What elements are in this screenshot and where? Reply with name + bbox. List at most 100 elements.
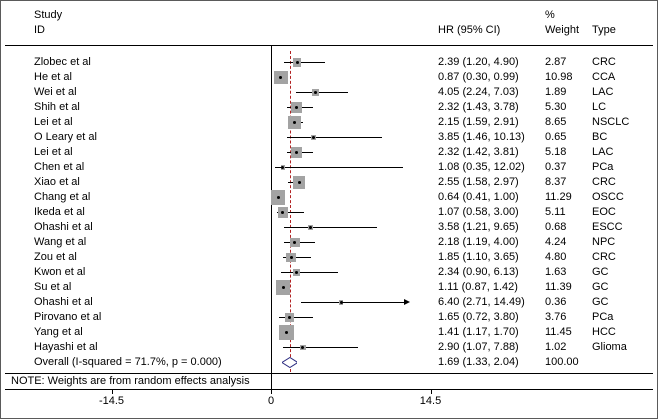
column-header-type: Type xyxy=(592,24,616,36)
weight-label: 5.30 xyxy=(545,101,567,113)
forest-row: He et al 0.87 (0.30, 0.99) 10.98 CCA xyxy=(1,70,657,85)
zero-line xyxy=(271,46,272,389)
type-label: LC xyxy=(592,101,607,113)
hr-ci-label: 1.07 (0.58, 3.00) xyxy=(438,206,519,218)
type-label: CCA xyxy=(592,71,616,83)
study-label: Kwon et al xyxy=(34,266,86,278)
study-label: Wang et al xyxy=(34,236,87,248)
study-label: Chen et al xyxy=(34,161,85,173)
type-label: OSCC xyxy=(592,191,624,203)
point-estimate-dot xyxy=(285,331,288,334)
note-text: NOTE: Weights are from random effects an… xyxy=(11,375,250,387)
weight-label: 3.76 xyxy=(545,311,567,323)
weight-label: 4.24 xyxy=(545,236,567,248)
type-label: CRC xyxy=(592,176,616,188)
hr-ci-label: 3.58 (1.21, 9.65) xyxy=(438,221,519,233)
hr-ci-label: 1.85 (1.10, 3.65) xyxy=(438,251,519,263)
hr-ci-label: 1.11 (0.87, 1.42) xyxy=(438,281,518,293)
study-label: Lei et al xyxy=(34,116,73,128)
forest-row: Ohashi et al 6.40 (2.71, 14.49) 0.36 GC xyxy=(1,295,657,310)
hr-ci-label: 2.55 (1.58, 2.97) xyxy=(438,176,519,188)
overall-row: Overall (I-squared = 71.7%, p = 0.000) 1.… xyxy=(1,355,657,370)
x-tick xyxy=(111,389,113,394)
point-estimate-dot xyxy=(295,271,299,274)
forest-row: Wang et al 2.18 (1.19, 4.00) 4.24 NPC xyxy=(1,235,657,250)
type-label: GC xyxy=(592,296,609,308)
ci-line xyxy=(295,92,349,93)
study-label: Lei et al xyxy=(34,146,73,158)
column-header-id: ID xyxy=(34,24,45,36)
weight-label: 11.29 xyxy=(545,191,572,203)
forest-row: Chang et al 0.64 (0.41, 1.00) 11.29 OSCC xyxy=(1,190,657,205)
study-label: Wei et al xyxy=(34,86,77,98)
forest-row: Kwon et al 2.34 (0.90, 6.13) 1.63 GC xyxy=(1,265,657,280)
x-tick xyxy=(271,389,272,394)
type-label: PCa xyxy=(592,161,614,173)
point-estimate-dot xyxy=(301,346,305,349)
hr-ci-label: 6.40 (2.71, 14.49) xyxy=(438,296,525,308)
forest-row: Chen et al 1.08 (0.35, 12.02) 0.37 PCa xyxy=(1,160,657,175)
ci-line xyxy=(284,62,325,63)
hr-ci-label: 2.18 (1.19, 4.00) xyxy=(438,236,519,248)
forest-row: Shih et al 2.32 (1.43, 3.78) 5.30 LC xyxy=(1,100,657,115)
hr-ci-label: 1.69 (1.33, 2.04) xyxy=(438,356,519,368)
point-estimate-dot xyxy=(281,286,285,289)
weight-label: 11.39 xyxy=(545,281,572,293)
weight-label: 11.45 xyxy=(545,326,572,338)
ci-line xyxy=(277,212,304,213)
point-estimate-dot xyxy=(295,151,299,154)
overall-dashed-line xyxy=(289,51,291,372)
forest-row: Su et al 1.11 (0.87, 1.42) 11.39 GC xyxy=(1,280,657,295)
point-estimate-dot xyxy=(289,256,293,259)
ci-line xyxy=(280,272,339,273)
point-estimate-dot xyxy=(279,76,283,79)
type-label: GC xyxy=(592,266,609,278)
point-estimate-dot xyxy=(276,196,280,199)
study-label: Ohashi et al xyxy=(34,221,93,233)
column-header-study: Study xyxy=(34,9,63,21)
study-label: Pirovano et al xyxy=(34,311,102,323)
type-label: LAC xyxy=(592,146,614,158)
type-label: PCa xyxy=(592,311,614,323)
weight-label: 10.98 xyxy=(545,71,573,83)
study-label: He et al xyxy=(34,71,72,83)
forest-row: Pirovano et al 1.65 (0.72, 3.80) 3.76 PCa xyxy=(1,310,657,325)
type-label: BC xyxy=(592,131,608,143)
forest-row: Ikeda et al 1.07 (0.58, 3.00) 5.11 EOC xyxy=(1,205,657,220)
x-tick-label: -14.5 xyxy=(98,395,125,407)
column-header-weight: Weight xyxy=(545,24,580,36)
weight-label: 0.65 xyxy=(545,131,567,143)
weight-label: 8.65 xyxy=(545,116,567,128)
study-label: Ikeda et al xyxy=(34,206,85,218)
hr-ci-label: 2.34 (0.90, 6.13) xyxy=(438,266,519,278)
point-estimate-dot xyxy=(295,106,299,109)
hr-ci-label: 2.32 (1.42, 3.81) xyxy=(438,146,519,158)
forest-row: Yang et al 1.41 (1.17, 1.70) 11.45 HCC xyxy=(1,325,657,340)
column-header-hr-ci: HR (95% CI) xyxy=(438,24,501,36)
hr-ci-label: 1.08 (0.35, 12.02) xyxy=(438,161,525,173)
hr-ci-label: 0.64 (0.41, 1.00) xyxy=(438,191,519,203)
ci-line xyxy=(300,302,405,303)
weight-label: 4.80 xyxy=(545,251,567,263)
weight-label: 100.00 xyxy=(545,356,579,368)
type-label: GC xyxy=(592,281,609,293)
ci-line xyxy=(274,167,404,168)
study-label: Yang et al xyxy=(34,326,83,338)
overall-label: Overall (I-squared = 71.7%, p = 0.000) xyxy=(34,356,222,368)
overall-diamond xyxy=(281,357,298,368)
weight-label: 1.89 xyxy=(545,86,567,98)
point-estimate-dot xyxy=(308,226,312,229)
type-label: LAC xyxy=(592,86,614,98)
hr-ci-label: 2.32 (1.43, 3.78) xyxy=(438,101,519,113)
column-header-percent: % xyxy=(545,9,555,21)
forest-row: Lei et al 2.32 (1.42, 3.81) 5.18 LAC xyxy=(1,145,657,160)
point-estimate-dot xyxy=(293,121,297,124)
point-estimate-dot xyxy=(287,316,291,319)
point-estimate-dot xyxy=(281,211,285,214)
ci-line xyxy=(287,137,383,138)
study-label: Xiao et al xyxy=(34,176,80,188)
point-estimate-dot xyxy=(297,181,301,184)
